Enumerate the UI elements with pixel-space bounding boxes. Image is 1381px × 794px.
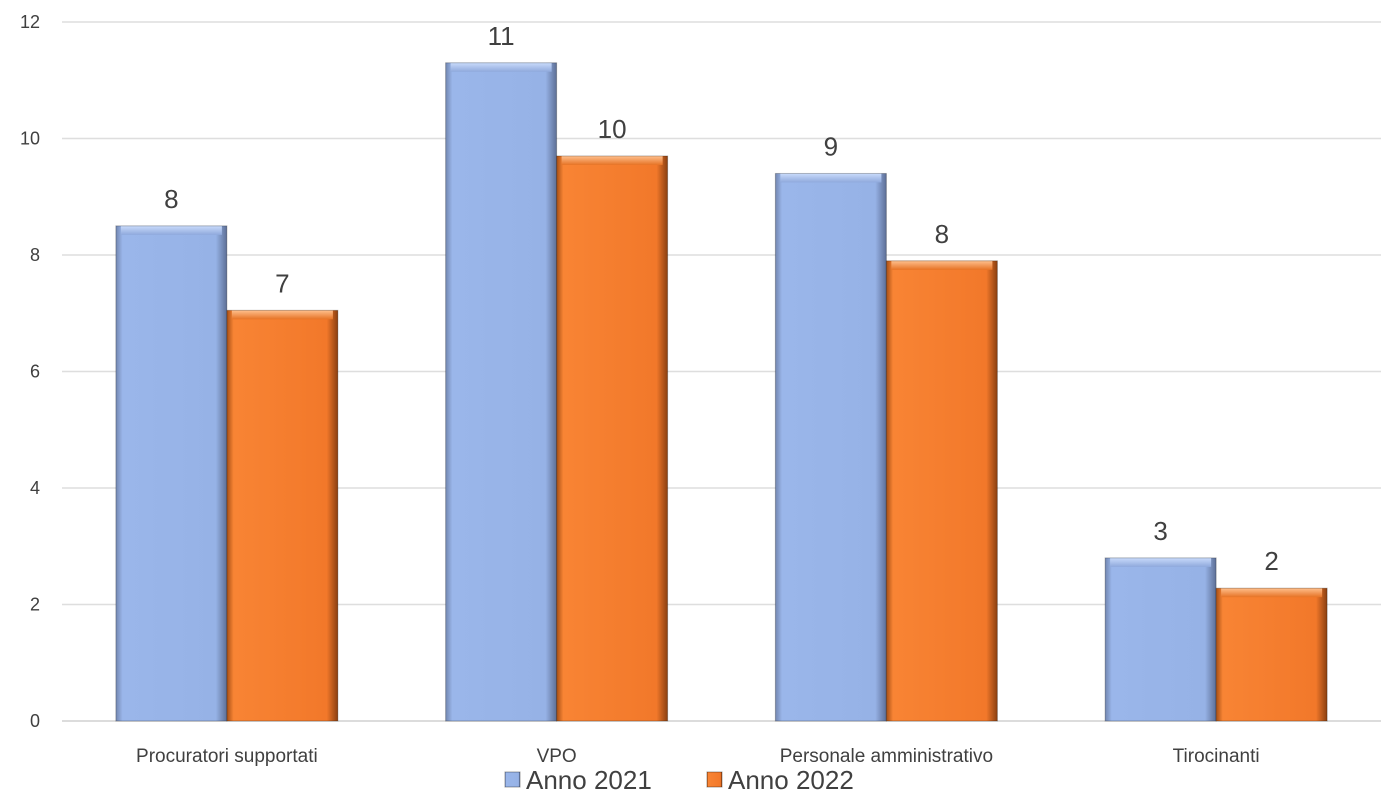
data-label: 3 (1153, 516, 1167, 546)
y-tick-label: 12 (20, 12, 40, 32)
bar (886, 260, 998, 721)
bar-bevel (1221, 588, 1323, 598)
bar-outline (1215, 587, 1328, 722)
bar (445, 62, 557, 721)
y-tick-label: 10 (20, 129, 40, 149)
bar (556, 155, 668, 722)
category-label: Procuratori supportati (136, 746, 318, 767)
bar-outline (885, 260, 998, 722)
legend-swatch (706, 771, 723, 788)
bar-bevel (450, 62, 552, 72)
y-tick-label: 2 (30, 595, 40, 615)
y-axis-ticks: 0 2 4 6 8 10 12 (20, 12, 40, 731)
legend-label: Anno 2022 (728, 765, 854, 794)
data-label: 11 (488, 21, 515, 51)
bar-bevel (891, 260, 993, 270)
bar-bevel (120, 225, 222, 235)
data-label: 7 (275, 268, 289, 298)
data-label: 2 (1264, 546, 1278, 576)
bar-outline (226, 309, 339, 722)
data-labels: 8 7 11 10 9 8 3 2 (164, 21, 1279, 576)
bar-bevel (561, 155, 663, 165)
legend: Anno 2021 Anno 2022 (504, 765, 854, 794)
bar (1105, 557, 1217, 721)
bar (115, 225, 227, 721)
y-tick-label: 6 (30, 362, 40, 382)
bar (775, 173, 887, 721)
data-label: 8 (935, 219, 949, 249)
legend-label: Anno 2021 (526, 765, 652, 794)
y-tick-label: 0 (30, 711, 40, 731)
data-label: 10 (598, 114, 627, 144)
category-label: Personale amministrativo (780, 746, 993, 767)
bar (226, 310, 338, 721)
y-tick-label: 4 (30, 478, 40, 498)
y-tick-label: 8 (30, 245, 40, 265)
data-label: 8 (164, 184, 178, 214)
bar-bevel (231, 310, 333, 320)
bar-bevel (1110, 557, 1212, 567)
bar-bevel (780, 173, 882, 183)
category-label: Tirocinanti (1173, 746, 1260, 767)
bar (1216, 588, 1328, 721)
x-axis-categories: Procuratori supportati VPO Personale ammin… (136, 746, 1260, 767)
bar-outline (556, 155, 669, 722)
category-label: VPO (537, 746, 577, 767)
legend-swatch (504, 771, 521, 788)
bars (115, 62, 1328, 722)
data-label: 9 (824, 131, 838, 161)
